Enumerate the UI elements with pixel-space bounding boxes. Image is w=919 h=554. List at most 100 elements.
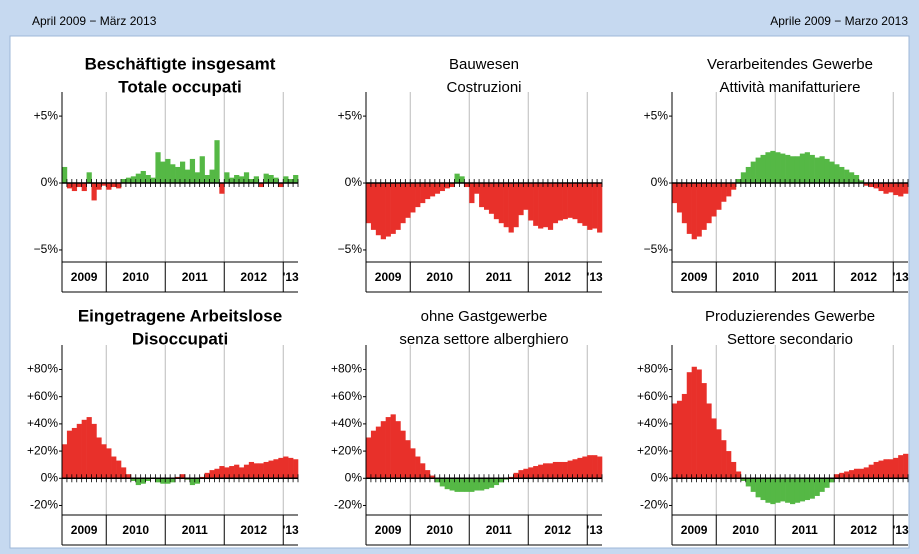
x-tick-label: 2009 [375, 270, 402, 284]
bar [893, 183, 899, 196]
bar [858, 468, 865, 479]
bar [170, 478, 176, 483]
bar [479, 478, 485, 491]
bar [484, 183, 490, 210]
bar [243, 172, 250, 184]
bar [229, 466, 235, 479]
bar [155, 152, 161, 184]
y-tick-label: -20% [334, 498, 362, 512]
bar [696, 369, 702, 479]
bar [898, 455, 904, 479]
x-tick-label: 2009 [681, 270, 708, 284]
bar [735, 471, 742, 479]
x-tick-label: 2011 [486, 270, 512, 284]
bar [582, 183, 588, 226]
bar [96, 183, 102, 190]
bar [543, 463, 549, 479]
bar [572, 459, 578, 479]
bar [268, 174, 274, 184]
bar [474, 183, 480, 194]
bar [380, 421, 386, 479]
bar [258, 463, 264, 479]
bar [439, 478, 445, 487]
bar [375, 183, 382, 236]
bar [130, 478, 137, 481]
bar [160, 161, 166, 184]
bar [903, 453, 909, 479]
bar [400, 183, 406, 224]
bar [672, 183, 678, 204]
bar [592, 455, 598, 479]
bar [390, 414, 396, 479]
y-tick-label: +80% [637, 362, 668, 376]
bar [572, 183, 578, 220]
bar [493, 478, 500, 486]
bar [283, 176, 289, 184]
bar [375, 426, 382, 479]
bar [234, 464, 240, 479]
bar [878, 460, 884, 479]
chart-title: senza settore alberghiero [399, 331, 568, 348]
y-tick-label: +5% [34, 108, 59, 122]
bar [410, 448, 416, 479]
y-tick-label: +60% [27, 389, 58, 403]
bar [415, 183, 421, 208]
x-tick-label: 2011 [792, 270, 818, 284]
bar [288, 457, 294, 479]
bar [785, 478, 791, 503]
y-tick-label: 0% [651, 470, 669, 484]
bar [701, 383, 707, 479]
bar [903, 183, 909, 194]
bar [258, 183, 264, 188]
bar [829, 161, 835, 184]
bar [740, 172, 747, 184]
bar [385, 417, 391, 479]
bar [794, 156, 801, 184]
bar [229, 177, 235, 184]
bar [706, 403, 712, 479]
y-tick-label: +80% [331, 362, 362, 376]
bar [552, 183, 559, 224]
bar [449, 478, 455, 491]
bar [62, 444, 68, 479]
bar [794, 478, 801, 503]
bar [839, 472, 845, 479]
bar [672, 403, 678, 479]
bar [81, 419, 87, 479]
y-tick-label: −5% [338, 242, 363, 256]
bar [239, 467, 245, 479]
chart-title: Attività manifatturiere [720, 79, 861, 96]
bar [439, 183, 445, 192]
x-tick-label: 2010 [122, 270, 149, 284]
bar [194, 172, 200, 184]
bar [493, 183, 500, 220]
bar [140, 170, 146, 184]
bar [523, 183, 529, 210]
bar [557, 183, 563, 221]
bar [145, 478, 151, 481]
bar [597, 183, 603, 233]
bar [76, 183, 82, 188]
bar [498, 478, 504, 483]
bar [711, 183, 717, 217]
bar [184, 169, 191, 184]
bar [849, 470, 855, 479]
bar [293, 174, 299, 184]
bar [780, 478, 786, 502]
bar [676, 183, 683, 213]
bar [770, 150, 776, 184]
bar [395, 183, 401, 230]
bar [834, 474, 840, 479]
bar [180, 474, 186, 479]
bar [71, 183, 78, 192]
bar [165, 158, 171, 184]
bar [121, 179, 127, 184]
bar [111, 183, 117, 188]
bar [804, 152, 810, 184]
x-tick-label: 2012 [240, 270, 267, 284]
bar [239, 176, 245, 184]
bar [498, 183, 504, 224]
bar [125, 177, 132, 184]
chart-title: Settore secondario [727, 331, 853, 348]
